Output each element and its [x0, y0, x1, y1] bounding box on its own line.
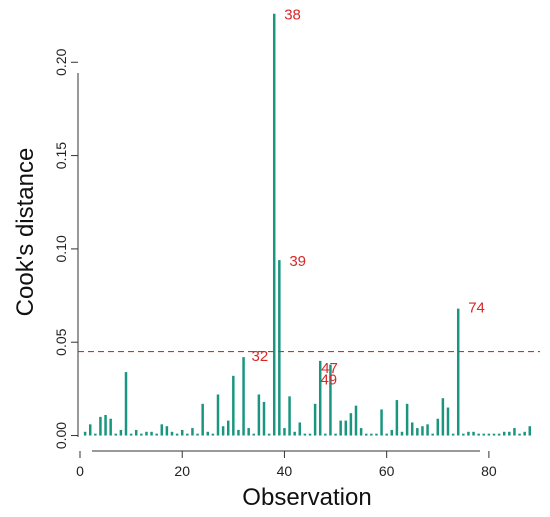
x-tick-label: 60 — [379, 463, 395, 479]
point-label: 38 — [284, 7, 301, 24]
point-label: 74 — [468, 300, 485, 317]
point-label: 49 — [320, 372, 337, 389]
x-axis-title: Observation — [242, 484, 371, 511]
bars — [83, 13, 532, 436]
point-label: 39 — [289, 253, 306, 270]
x-ticks: 0 20 40 60 80 — [76, 451, 497, 479]
x-tick-label: 40 — [277, 463, 293, 479]
x-tick-label: 20 — [174, 463, 190, 479]
x-tick-label: 0 — [76, 463, 84, 479]
y-tick-label: 0.10 — [53, 235, 69, 262]
point-label: 47 — [321, 360, 338, 377]
y-ticks: 0.00 0.05 0.10 0.15 0.20 — [53, 48, 78, 449]
point-label: 32 — [252, 348, 269, 365]
y-tick-label: 0.20 — [53, 48, 69, 75]
x-tick-label: 80 — [481, 463, 497, 479]
y-axis-title: Cook's distance — [12, 148, 39, 317]
y-tick-label: 0.00 — [53, 422, 69, 449]
y-tick-label: 0.15 — [53, 142, 69, 169]
y-tick-label: 0.05 — [53, 328, 69, 355]
